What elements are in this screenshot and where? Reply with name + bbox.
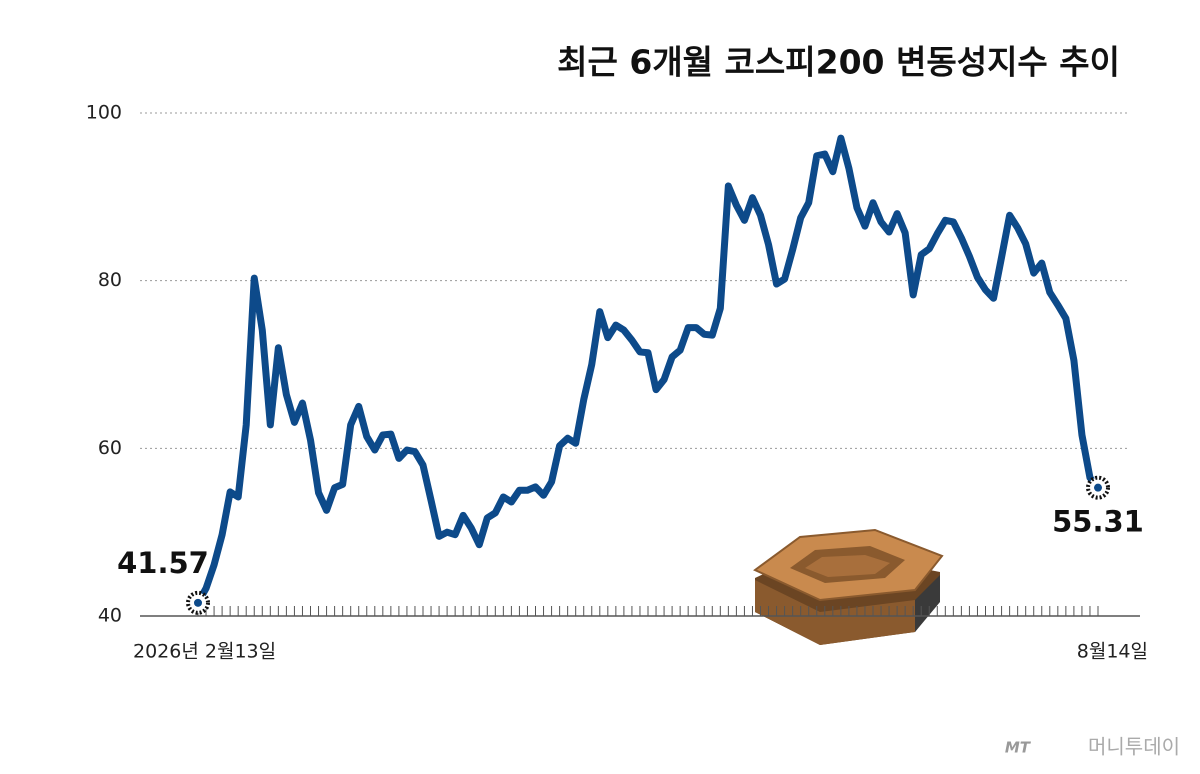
logo: MT xyxy=(1005,739,1032,757)
y-tick-label: 100 xyxy=(86,102,122,124)
x-tick-label: 8월14일 xyxy=(1077,641,1148,663)
end-dot xyxy=(1094,483,1102,492)
line xyxy=(194,134,1102,607)
chart-title: 최근 6개월 코스피200 변동성지수 추이 xyxy=(557,43,1120,82)
y-tick-label: 80 xyxy=(98,269,122,291)
y-tick-label: 60 xyxy=(98,437,122,459)
x-tick-label: 2026년 2월13일 xyxy=(133,641,276,663)
y-tick-label: 40 xyxy=(98,605,122,627)
brand: 머니투데이 xyxy=(1088,735,1180,759)
data-label: 41.57 xyxy=(117,546,209,580)
hexagon-illustration xyxy=(753,528,944,645)
end-dot xyxy=(194,598,202,607)
data-label: 55.31 xyxy=(1052,505,1144,539)
